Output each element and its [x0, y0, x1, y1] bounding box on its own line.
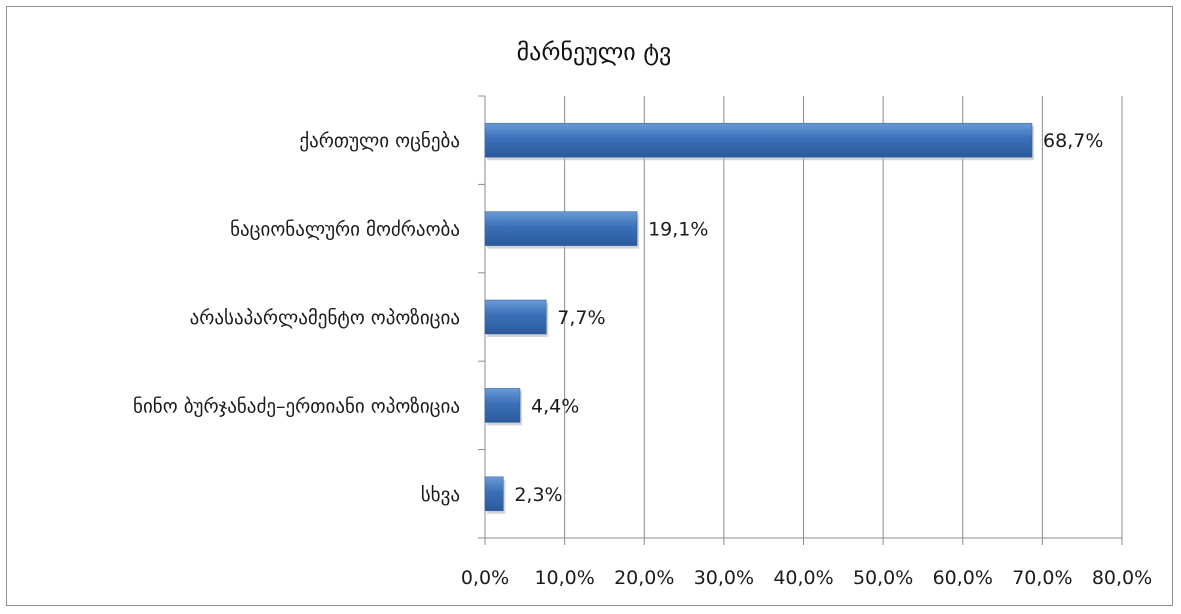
- bar: [484, 211, 638, 246]
- x-tick-label: 40,0%: [773, 567, 833, 589]
- bar: [484, 388, 521, 423]
- bars: [484, 122, 1035, 514]
- x-tick-label: 60,0%: [933, 567, 993, 589]
- x-tick-label: 70,0%: [1012, 567, 1072, 589]
- x-tick-label: 10,0%: [534, 567, 594, 589]
- x-tick-label: 20,0%: [614, 567, 674, 589]
- category-label: ქართული ოცნება: [299, 130, 460, 152]
- chart-title: მარნეული ტვ: [517, 38, 672, 66]
- x-tick-label: 80,0%: [1092, 567, 1152, 589]
- bar: [484, 476, 504, 512]
- value-label: 68,7%: [1043, 130, 1103, 152]
- gridlines: [564, 96, 1123, 538]
- category-label: სხვა: [421, 484, 460, 506]
- labels: 0,0% 10,0% 20,0% 30,0% 40,0% 50,0% 60,0% 70,0% 8…: [133, 130, 1152, 589]
- x-tick-label: 50,0%: [853, 567, 913, 589]
- bar: [484, 299, 547, 335]
- value-label: 19,1%: [648, 219, 708, 241]
- x-tick-label: 30,0%: [694, 567, 754, 589]
- value-label: 7,7%: [557, 307, 605, 329]
- x-tick-label: 0,0%: [461, 567, 509, 589]
- category-label: ნაციონალური მოძრაობა: [230, 219, 460, 241]
- bar: [484, 122, 1033, 158]
- value-label: 4,4%: [531, 395, 579, 417]
- category-label: არასაპარლამენტო ოპოზიცია: [190, 307, 460, 329]
- chart-frame: [6, 6, 1173, 606]
- value-label: 2,3%: [514, 484, 562, 506]
- category-label: ნინო ბურჯანაძე–ერთიანი ოპოზიცია: [133, 395, 460, 417]
